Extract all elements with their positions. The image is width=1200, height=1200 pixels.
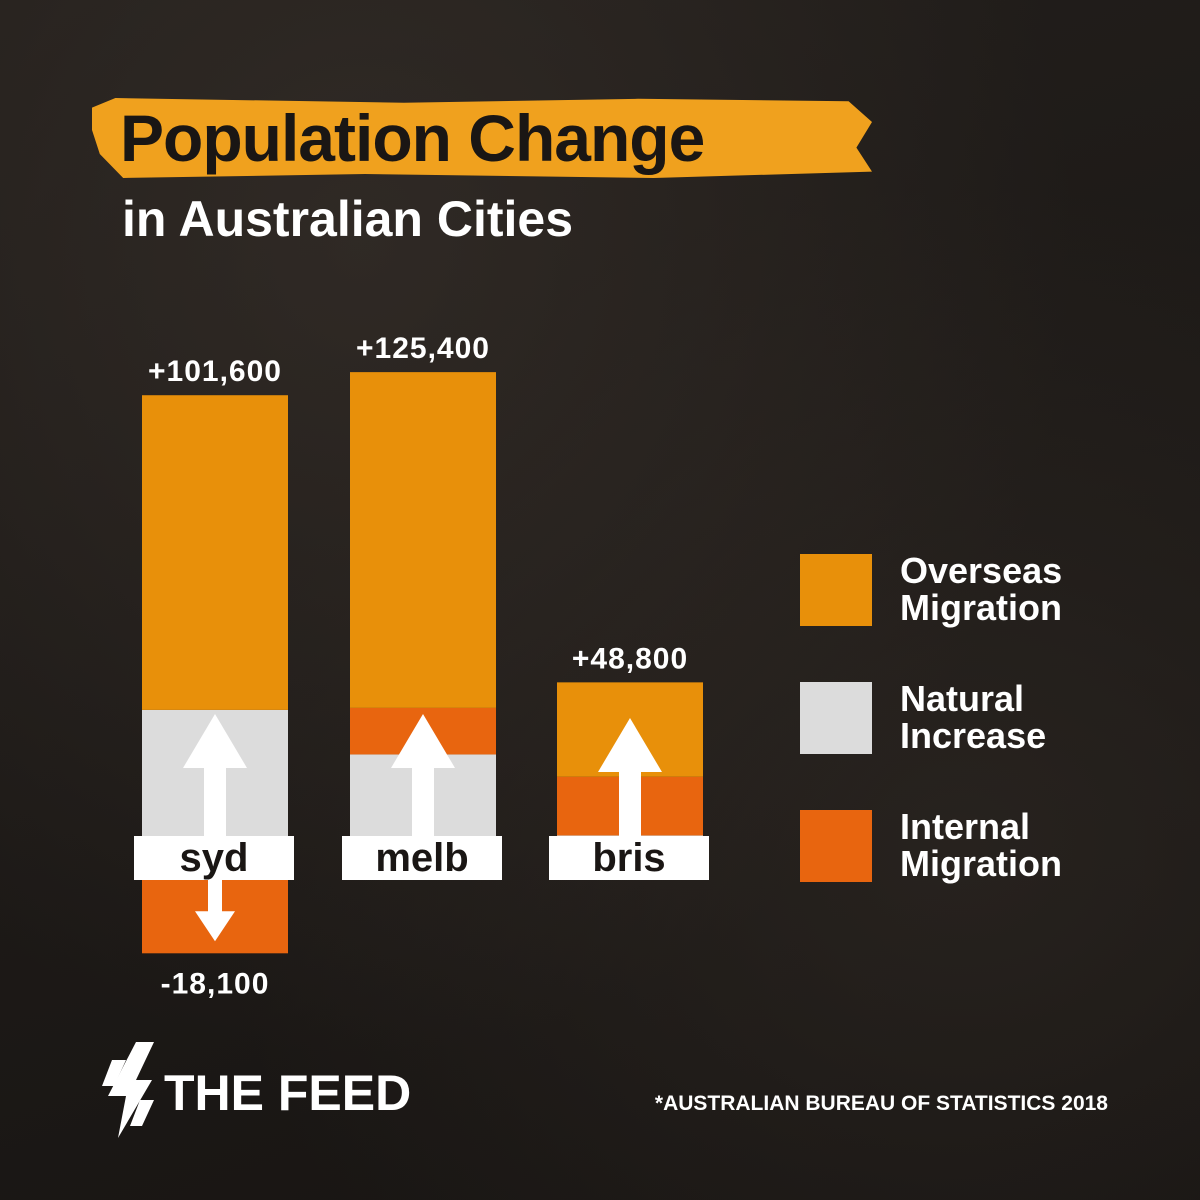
source-note: *AUSTRALIAN BUREAU OF STATISTICS 2018: [654, 1092, 1108, 1115]
legend-label-natural: Natural Increase: [900, 678, 1047, 756]
city-label-box-melb: [342, 836, 502, 880]
negative-label-syd: -18,100: [161, 967, 270, 1000]
bar-syd-overseas: [142, 395, 288, 710]
legend-item-natural: Natural Increase: [800, 680, 1120, 760]
sbs-logo-icon: [102, 1042, 154, 1138]
logo-text: THE FEED: [164, 1065, 412, 1121]
city-label-melb: melb: [375, 836, 468, 880]
chart-subtitle: in Australian Cities: [122, 191, 574, 247]
chart-title: Population Change: [120, 101, 705, 175]
down-arrow-syd: [195, 880, 235, 942]
total-label-bris: +48,800: [572, 642, 688, 675]
legend-swatch-overseas: [800, 554, 872, 626]
total-label-syd: +101,600: [148, 355, 282, 388]
total-label-melb: +125,400: [356, 332, 490, 365]
up-arrow-bris: [598, 718, 662, 836]
city-label-box-bris: [549, 836, 709, 880]
city-label-syd: syd: [180, 836, 249, 880]
title-banner: [92, 98, 872, 178]
the-feed-logo: THE FEED: [96, 1040, 456, 1140]
legend-label-internal: Internal Migration: [900, 806, 1062, 884]
legend-label-overseas: Overseas Migration: [900, 550, 1063, 628]
up-arrow-melb: [391, 714, 455, 836]
legend-item-internal: Internal Migration: [800, 808, 1120, 888]
up-arrow-syd: [183, 714, 247, 836]
city-label-bris: bris: [592, 836, 665, 880]
legend-swatch-natural: [800, 682, 872, 754]
legend-item-overseas: Overseas Migration: [800, 552, 1120, 632]
legend-swatch-internal: [800, 810, 872, 882]
city-label-box-syd: [134, 836, 294, 880]
bar-melb-overseas: [350, 372, 496, 708]
